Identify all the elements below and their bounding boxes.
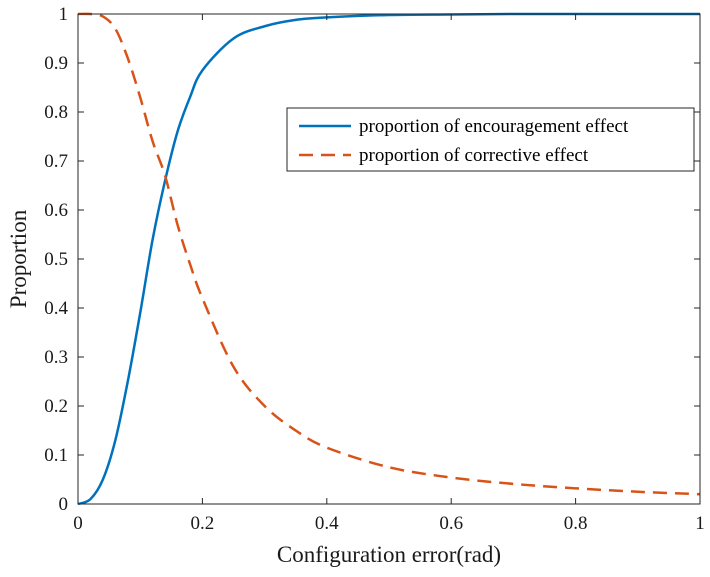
ticks-layer: 0 0.2 0.4 0.6 0.8 1 0 0.1 0.2 0.3 0.4 0.5 0.6 0.7 0.8 0… xyxy=(44,4,705,534)
y-axis-label: Proportion xyxy=(6,209,31,308)
x-tick-label: 0.6 xyxy=(439,513,463,534)
y-tick-label: 0.5 xyxy=(44,249,68,270)
y-tick-label: 0.2 xyxy=(44,396,68,417)
y-tick-label: 0.9 xyxy=(44,53,68,74)
y-tick-label: 0.6 xyxy=(44,200,68,221)
legend: proportion of encouragement effect propor… xyxy=(286,107,695,172)
x-tick-label: 1 xyxy=(695,513,705,534)
y-tick-label: 0.4 xyxy=(44,298,68,319)
y-tick-label: 0.1 xyxy=(44,445,68,466)
x-tick-label: 0.8 xyxy=(564,513,588,534)
legend-entry-corrective: proportion of corrective effect xyxy=(359,145,589,166)
x-tick-label: 0.4 xyxy=(315,513,339,534)
y-tick-label: 0 xyxy=(59,494,69,515)
y-tick-label: 1 xyxy=(59,4,69,25)
x-tick-label: 0.2 xyxy=(191,513,215,534)
x-axis-label: Configuration error(rad) xyxy=(277,542,501,567)
y-tick-label: 0.3 xyxy=(44,347,68,368)
y-tick-label: 0.8 xyxy=(44,102,68,123)
x-tick-label: 0 xyxy=(73,513,83,534)
legend-entry-encouragement: proportion of encouragement effect xyxy=(359,116,629,137)
series-line-corrective xyxy=(77,12,701,496)
y-tick-label: 0.7 xyxy=(44,151,68,172)
legend-box xyxy=(286,107,695,172)
